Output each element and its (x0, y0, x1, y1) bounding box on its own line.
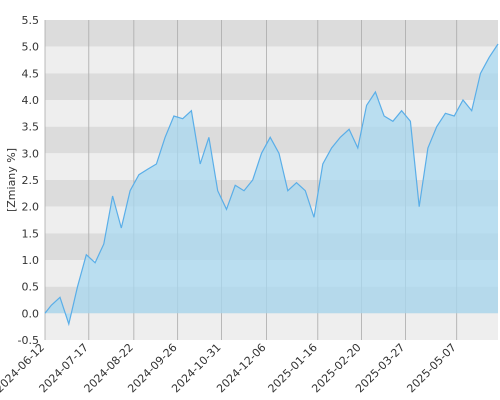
y-tick-label: 2.0 (22, 201, 40, 214)
y-tick-label: 5.0 (22, 41, 40, 54)
y-tick-label: 5.5 (22, 14, 40, 27)
area-fill (45, 44, 498, 324)
x-axis-ticks: 2024-06-122024-07-172024-08-222024-09-26… (0, 341, 459, 395)
y-tick-label: 2.5 (22, 174, 40, 187)
y-tick-label: 4.5 (22, 67, 40, 80)
y-tick-label: 3.5 (22, 121, 40, 134)
y-tick-label: 1.0 (22, 254, 40, 267)
y-tick-label: 4.0 (22, 94, 40, 107)
y-tick-label: 1.5 (22, 227, 40, 240)
y-tick-label: 0.5 (22, 281, 40, 294)
y-axis-ticks: 5.5 5.0 4.5 4.0 3.5 3.0 2.5 2.0 1.5 1.0 0.5 0.0 -0.5 (18, 14, 39, 347)
x-tick-label: 2025-05-07 (404, 341, 458, 395)
background-band (45, 313, 498, 340)
background-band (45, 46, 498, 74)
y-tick-label: 3.0 (22, 147, 40, 160)
series-line (44, 43, 499, 327)
background-band (45, 73, 498, 100)
y-tick-label: 0.0 (22, 307, 40, 320)
background-band (45, 20, 498, 47)
y-axis-title: [Zmiany %] (5, 148, 18, 212)
y-tick-label: -0.5 (18, 334, 39, 347)
background-band (45, 100, 498, 127)
